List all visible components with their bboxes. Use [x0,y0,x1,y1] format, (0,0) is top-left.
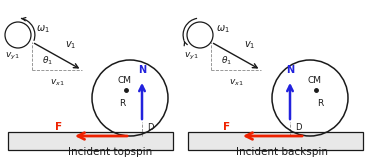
Text: R: R [317,99,323,108]
Text: N: N [138,65,146,75]
Text: F: F [55,122,62,132]
Bar [188,132,363,150]
Text: $\omega_1$: $\omega_1$ [216,23,230,35]
Text: $\theta_1$: $\theta_1$ [42,55,53,67]
Text: $v_{y1}$: $v_{y1}$ [6,50,20,62]
Text: $v_{x1}$: $v_{x1}$ [50,78,64,88]
Text: R: R [119,99,125,108]
Text: CM: CM [307,76,321,85]
Text: CM: CM [117,76,131,85]
Text: F: F [223,122,230,132]
Text: $\omega_1$: $\omega_1$ [36,23,50,35]
Text: $v_1$: $v_1$ [244,39,255,51]
Text: D: D [147,124,153,132]
Bar [8,132,173,150]
Text: N: N [286,65,294,75]
Text: $v_1$: $v_1$ [65,39,76,51]
Text: Incident topspin: Incident topspin [68,147,152,157]
Text: $\theta_1$: $\theta_1$ [221,55,232,67]
Text: D: D [295,124,302,132]
Text: $v_{x1}$: $v_{x1}$ [229,78,243,88]
Text: $v_{y1}$: $v_{y1}$ [184,50,199,62]
Text: Incident backspin: Incident backspin [236,147,328,157]
